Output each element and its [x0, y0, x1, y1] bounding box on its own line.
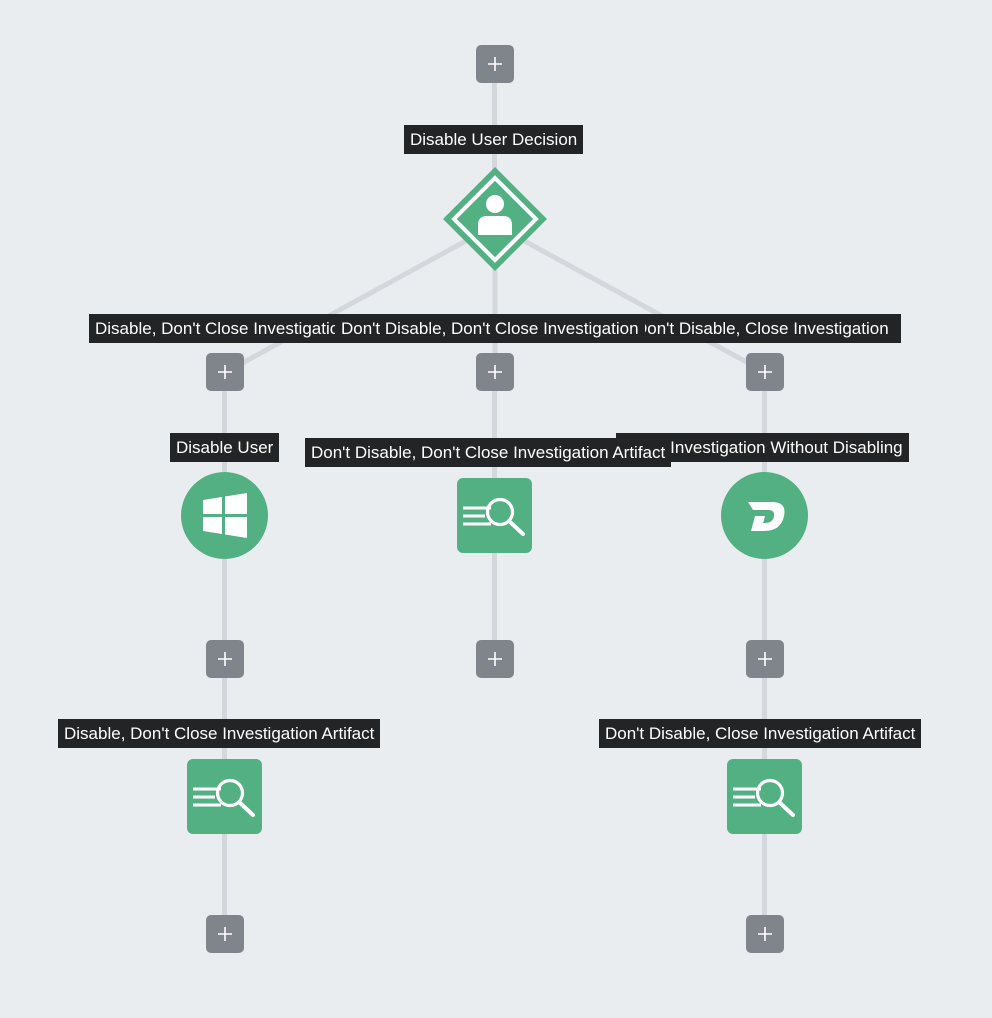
artifact-search-icon — [463, 497, 525, 536]
artifact-node-left[interactable] — [187, 759, 262, 834]
plus-icon — [488, 365, 502, 379]
windows-icon — [203, 493, 247, 538]
plus-icon — [758, 365, 772, 379]
add-step-button[interactable] — [746, 915, 784, 953]
artifact-search-icon — [193, 778, 255, 817]
plus-icon — [488, 57, 502, 71]
disable-user-label: Disable User — [170, 433, 280, 462]
decision-node[interactable] — [441, 165, 549, 273]
add-step-button[interactable] — [476, 45, 514, 83]
add-step-button[interactable] — [206, 353, 244, 391]
plus-icon — [218, 365, 232, 379]
close-investigation-node[interactable] — [721, 472, 808, 559]
artifact-node-middle[interactable] — [457, 478, 532, 553]
add-step-button[interactable] — [476, 640, 514, 678]
artifact-search-icon — [733, 778, 795, 817]
d-logo-icon — [748, 502, 785, 531]
add-step-button[interactable] — [206, 640, 244, 678]
add-step-button[interactable] — [746, 640, 784, 678]
add-step-button[interactable] — [746, 353, 784, 391]
artifact-node-right[interactable] — [727, 759, 802, 834]
disable-user-node[interactable] — [181, 472, 268, 559]
branch-label-middle: Don't Disable, Don't Close Investigation — [335, 314, 645, 343]
artifact-label-right: Don't Disable, Close Investigation Artif… — [599, 719, 922, 748]
add-step-button[interactable] — [476, 353, 514, 391]
user-icon — [478, 195, 512, 235]
plus-icon — [488, 652, 502, 666]
branch-label-left: Disable, Don't Close Investigation — [89, 314, 361, 343]
plus-icon — [218, 927, 232, 941]
plus-icon — [758, 652, 772, 666]
add-step-button[interactable] — [206, 915, 244, 953]
plus-icon — [758, 927, 772, 941]
branch-label-right: Don't Disable, Close Investigation — [629, 314, 901, 343]
artifact-label-left: Disable, Don't Close Investigation Artif… — [58, 719, 381, 748]
decision-label: Disable User Decision — [404, 125, 584, 154]
artifact-label-middle: Don't Disable, Don't Close Investigation… — [305, 438, 672, 467]
plus-icon — [218, 652, 232, 666]
